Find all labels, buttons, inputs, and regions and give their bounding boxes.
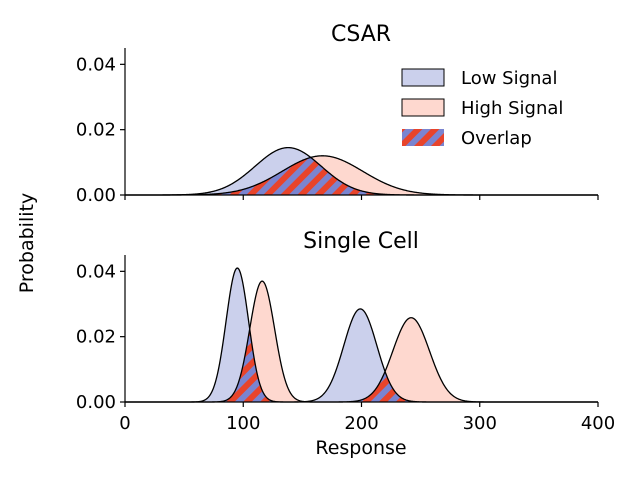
y-tick-label-single-cell-0: 0.00: [76, 392, 116, 413]
y-tick-label-single-cell-1: 0.02: [76, 327, 116, 348]
y-tick-label-csar-2: 0.04: [76, 54, 116, 75]
panel-title-single-cell: Single Cell: [303, 229, 419, 254]
overlap-area-single-cell: [125, 329, 598, 402]
legend-label-high-signal: High Signal: [461, 98, 563, 119]
x-tick-label-0: 0: [119, 413, 130, 434]
legend-swatch-high-signal: [401, 98, 445, 117]
x-axis-label: Response: [315, 437, 406, 459]
legend-label-overlap: Overlap: [461, 128, 532, 149]
legend-swatch-overlap: [402, 129, 444, 146]
x-tick-label-2: 200: [344, 413, 378, 434]
y-tick-label-single-cell-2: 0.04: [76, 261, 116, 282]
y-tick-label-csar-0: 0.00: [76, 185, 116, 206]
y-axis-label: Probability: [16, 193, 38, 293]
panel-csar: CSAR 0.00 0.02 0.04: [76, 22, 599, 206]
y-tick-label-csar-1: 0.02: [76, 120, 116, 141]
x-tick-label-1: 100: [226, 413, 260, 434]
legend-swatch-low-signal: [401, 68, 445, 87]
low-signal-area-csar: [125, 147, 598, 195]
x-tick-label-4: 400: [581, 413, 615, 434]
legend: Low Signal High Signal Overlap: [401, 68, 563, 149]
legend-label-low-signal: Low Signal: [461, 68, 557, 89]
high-signal-area-csar: [125, 155, 598, 195]
x-tick-label-3: 300: [463, 413, 497, 434]
panel-single-cell: Single Cell 0.00 0.02 0.04 0 100 200 300 400: [76, 229, 615, 434]
panel-title-csar: CSAR: [331, 22, 391, 47]
low-signal-area-single-cell: [125, 268, 598, 402]
